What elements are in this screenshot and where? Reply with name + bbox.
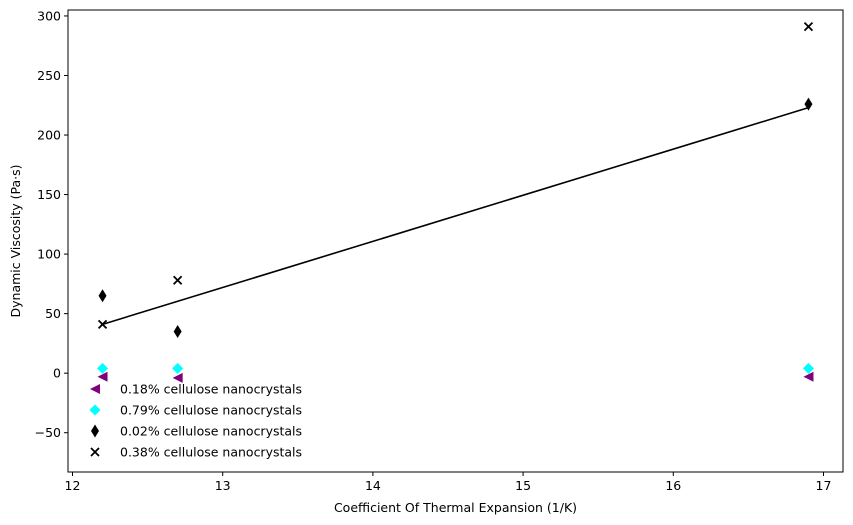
legend-marker <box>90 384 100 394</box>
data-point <box>172 372 183 383</box>
data-point <box>804 97 813 111</box>
legend-label: 0.02% cellulose nanocrystals <box>120 424 302 439</box>
data-point <box>172 362 184 374</box>
data-point <box>802 362 814 374</box>
legend: 0.18% cellulose nanocrystals 0.79% cellul… <box>89 382 302 460</box>
plot-frame <box>67 9 844 473</box>
y-tick-label: 50 <box>45 306 61 321</box>
y-axis-label: Dynamic Viscosity (Pa·s) <box>8 164 23 317</box>
data-point <box>97 371 108 382</box>
x-tick-label: 15 <box>515 478 531 493</box>
fit-line-group <box>102 106 809 326</box>
y-tick-label: −50 <box>35 425 61 440</box>
data-point <box>97 362 109 374</box>
x-tick-label: 14 <box>365 478 381 493</box>
data-points <box>97 22 814 383</box>
fit-line <box>102 106 809 326</box>
x-axis-label: Coefficient Of Thermal Expansion (1/K) <box>334 500 577 515</box>
axes: 12 13 14 15 16 17 −50 0 50 100 150 200 250 300 <box>35 8 832 493</box>
y-tick-label: 0 <box>53 366 61 381</box>
y-tick-label: 100 <box>37 247 61 262</box>
data-point <box>98 289 107 303</box>
x-tick-label: 13 <box>215 478 231 493</box>
legend-label: 0.18% cellulose nanocrystals <box>120 382 302 397</box>
legend-marker <box>91 424 99 438</box>
data-point <box>173 275 183 285</box>
legend-marker <box>89 404 101 416</box>
data-point <box>97 319 108 329</box>
x-tick-label: 17 <box>816 478 832 493</box>
legend-label: 0.79% cellulose nanocrystals <box>120 403 302 418</box>
legend-label: 0.38% cellulose nanocrystals <box>120 445 302 460</box>
plot-area <box>67 9 844 473</box>
x-tick-label: 12 <box>65 478 81 493</box>
data-point <box>803 371 814 382</box>
data-point <box>803 22 814 32</box>
data-point <box>173 324 182 338</box>
y-tick-label: 200 <box>37 128 61 143</box>
legend-marker <box>90 447 100 457</box>
y-tick-label: 150 <box>37 187 61 202</box>
x-tick-label: 16 <box>665 478 681 493</box>
y-tick-label: 250 <box>37 68 61 83</box>
y-tick-label: 300 <box>37 8 61 23</box>
